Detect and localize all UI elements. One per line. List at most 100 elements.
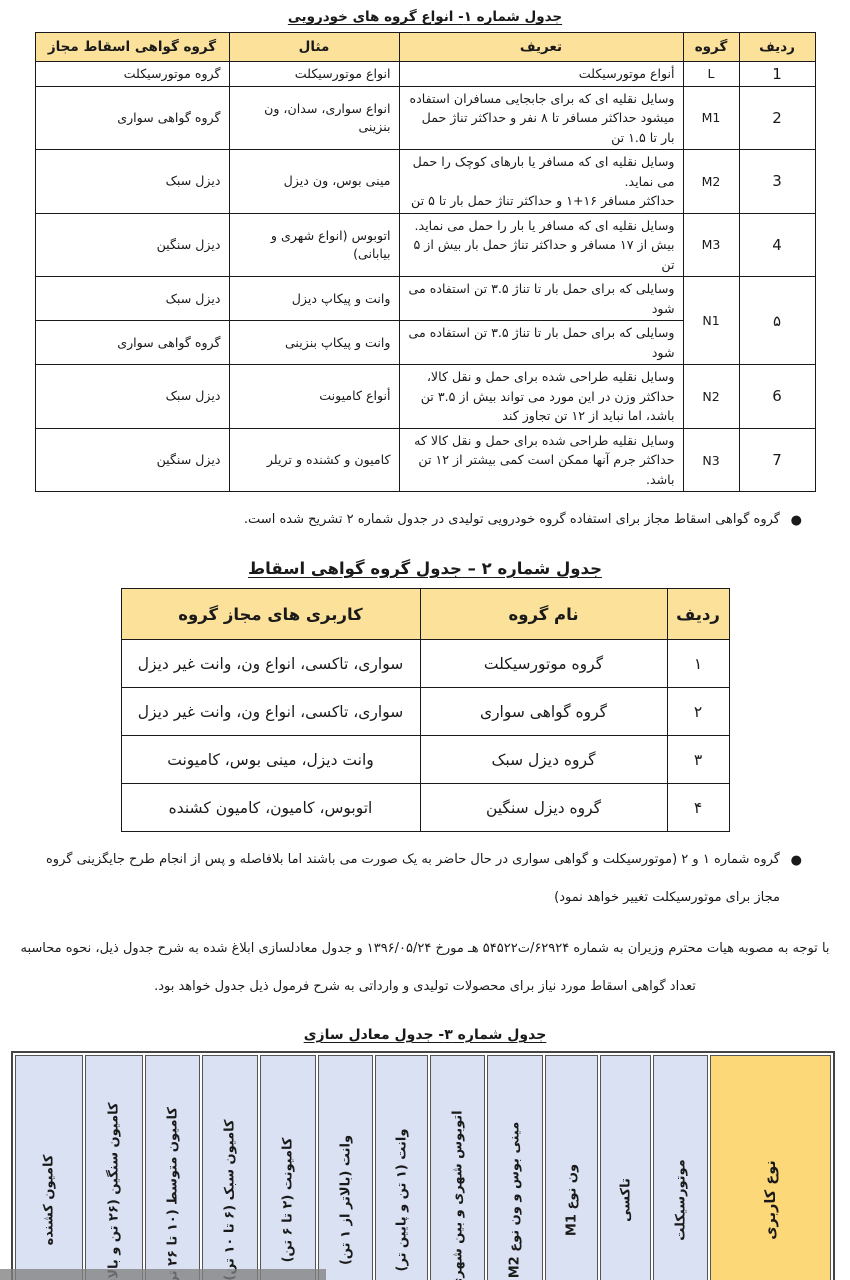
table-row: 1 L أنواع موتورسیکلت انواع موتورسیکلت گر… bbox=[34, 61, 816, 87]
table3-header-row: نوع کاربری موتورسیکلت تاکسی ون نوع M1 می… bbox=[15, 1054, 831, 1280]
decree-paragraph: با توجه به مصوبه هیات محترم وزیران به شم… bbox=[20, 941, 830, 995]
definition-cell: أنواع موتورسیکلت bbox=[398, 61, 684, 87]
definition-cell: وسایل نقلیه ای که مسافر یا بارهای کوچک ر… bbox=[398, 149, 684, 214]
scrap-group-cell: دیزل سبک bbox=[34, 364, 230, 429]
column-motorcycle: موتورسیکلت bbox=[653, 1054, 708, 1280]
group-name-cell: گروه دیزل سبک bbox=[419, 735, 668, 784]
column-bus-urban-intercity: اتوبوس شهری و بین شهری bbox=[430, 1054, 485, 1280]
definition-cell: وسایل نقلیه طراحی شده برای حمل و نقل کال… bbox=[398, 364, 684, 429]
table-row: ۳ گروه دیزل سبک وانت دیزل، مینی بوس، کام… bbox=[120, 735, 730, 784]
row-number: ۲ bbox=[666, 687, 730, 736]
example-cell: وانت و پیکاپ بنزینی bbox=[228, 320, 400, 366]
column-pickup-1ton-under: وانت (۱ تن و پایین تر) bbox=[375, 1054, 428, 1280]
table2-title: جدول شماره ۲ – جدول گروه گواهی اسقاط bbox=[248, 559, 602, 578]
table-row: 6 N2 وسایل نقلیه طراحی شده برای حمل و نق… bbox=[34, 364, 816, 429]
column-taxi: تاکسی bbox=[600, 1054, 651, 1280]
table1-title: جدول شماره ۱- انواع گروه های خودرویی bbox=[287, 9, 563, 25]
allowed-uses-cell: سواری، تاکسی، انواع ون، وانت غیر دیزل bbox=[120, 639, 421, 688]
definition-cell: وسایل نقلیه ای که مسافر یا بار را حمل می… bbox=[398, 212, 684, 278]
row-number: ۴ bbox=[666, 783, 730, 832]
table2-header-group-name: نام گروه bbox=[419, 588, 668, 640]
table1-header-scrap-group: گروه گواهی اسقاط مجاز bbox=[34, 32, 230, 62]
note-text: گروه گواهی اسقاط مجاز برای استفاده گروه … bbox=[243, 512, 780, 528]
group-code: M1 bbox=[682, 85, 740, 151]
table1-header-row: ردیف گروه تعریف مثال گروه گواهی اسقاط مج… bbox=[34, 32, 816, 62]
group-code: N2 bbox=[682, 364, 740, 429]
example-cell: مینی بوس، ون دیزل bbox=[228, 149, 400, 214]
allowed-uses-cell: اتوبوس، کامیون، کامیون کشنده bbox=[120, 783, 421, 832]
example-cell: أنواع کامیونت bbox=[228, 364, 400, 429]
table2-scrap-certificate-groups: ردیف نام گروه کاربری های مجاز گروه ۱ گرو… bbox=[120, 588, 730, 832]
table-row: 2 M1 وسایل نقلیه ای که برای جابجایی مساف… bbox=[34, 85, 816, 151]
row-number: 2 bbox=[738, 85, 816, 151]
group-name-cell: گروه دیزل سنگین bbox=[419, 783, 668, 832]
column-light-truck-6-10: کامیون سبک (۶ تا ۱۰ تن) bbox=[202, 1054, 258, 1280]
row-number: 4 bbox=[738, 212, 816, 278]
table-row: ۵ N1 وسایلی که برای حمل بار تا تناژ ۳.۵ … bbox=[34, 276, 816, 366]
note-text: گروه شماره ۱ و ۲ (موتورسیکلت و گواهی سوا… bbox=[45, 852, 780, 905]
scrap-group-cell: دیزل سنگین bbox=[34, 427, 230, 493]
row-number: ۵ bbox=[738, 276, 816, 366]
table-row: 3 M2 وسایل نقلیه ای که مسافر یا بارهای ک… bbox=[34, 149, 816, 214]
table-row: ۲ گروه گواهی سواری سواری، تاکسی، انواع و… bbox=[120, 687, 730, 736]
table1-header-group: گروه bbox=[682, 32, 740, 62]
table2-header-row-number: ردیف bbox=[666, 588, 730, 640]
column-minibus-van-m2: مینی بوس و ون نوع M2 bbox=[487, 1054, 543, 1280]
example-cell: انواع موتورسیکلت bbox=[228, 61, 400, 87]
table3-title: جدول شماره ۳- جدول معادل سازی bbox=[303, 1026, 547, 1043]
column-small-truck-2-6: کامیونت (۲ تا ۶ تن) bbox=[260, 1054, 316, 1280]
bullet-icon: ● bbox=[790, 853, 802, 868]
table3-usage-type-header: نوع کاربری bbox=[710, 1054, 831, 1280]
table2-header-allowed-uses: کاربری های مجاز گروه bbox=[120, 588, 421, 640]
definition-cell: وسایل نقلیه ای که برای جابجایی مسافران ا… bbox=[398, 85, 684, 151]
scrap-group-cell: دیزل سبک bbox=[34, 149, 230, 214]
row-number: 6 bbox=[738, 364, 816, 429]
definition-cell: وسایلی که برای حمل بار تا تناژ ۳.۵ تن اس… bbox=[398, 276, 684, 322]
table-row: 4 M3 وسایل نقلیه ای که مسافر یا بار را ح… bbox=[34, 212, 816, 278]
group-code: M2 bbox=[682, 149, 740, 214]
allowed-uses-cell: سواری، تاکسی، انواع ون، وانت غیر دیزل bbox=[120, 687, 421, 736]
row-number: 7 bbox=[738, 427, 816, 493]
definition-cell: وسایل نقلیه طراحی شده برای حمل و نقل کال… bbox=[398, 427, 684, 493]
table-row: ۴ گروه دیزل سنگین اتوبوس، کامیون، کامیون… bbox=[120, 783, 730, 832]
row-number: 1 bbox=[738, 61, 816, 87]
table1-header-row-number: ردیف bbox=[738, 32, 816, 62]
row-number: ۱ bbox=[666, 639, 730, 688]
scrap-group-cell: دیزل سبک bbox=[34, 276, 230, 322]
row-number: 3 bbox=[738, 149, 816, 214]
table3-equivalence: نوع کاربری موتورسیکلت تاکسی ون نوع M1 می… bbox=[11, 1050, 835, 1280]
table2-header-row: ردیف نام گروه کاربری های مجاز گروه bbox=[120, 588, 730, 640]
group-name-cell: گروه گواهی سواری bbox=[419, 687, 668, 736]
group-name-cell: گروه موتورسیکلت bbox=[419, 639, 668, 688]
scrap-group-cell: گروه موتورسیکلت bbox=[34, 61, 230, 87]
scrap-group-cell: دیزل سنگین bbox=[34, 212, 230, 278]
column-heavy-truck-26-up: کامیون سنگین (۲۶ تن و بالاتر) bbox=[85, 1054, 143, 1280]
column-medium-truck-10-26: کامیون متوسط (۱۰ تا ۲۶ تن) bbox=[145, 1054, 200, 1280]
table3-container: نوع کاربری موتورسیکلت تاکسی ون نوع M1 می… bbox=[0, 1050, 835, 1280]
column-tractor-truck: کامیون کشنده bbox=[15, 1054, 83, 1280]
table1-header-example: مثال bbox=[228, 32, 400, 62]
allowed-uses-cell: وانت دیزل، مینی بوس، کامیونت bbox=[120, 735, 421, 784]
example-cell: وانت و پیکاپ دیزل bbox=[228, 276, 400, 322]
example-cell: اتوبوس (انواع شهری و بیابانی) bbox=[228, 212, 400, 278]
row-number: ۳ bbox=[666, 735, 730, 784]
example-cell: انواع سواری، سدان، ون بنزینی bbox=[228, 85, 400, 151]
bullet-icon: ● bbox=[790, 513, 802, 529]
scrap-group-cell: گروه گواهی سواری bbox=[34, 320, 230, 366]
group-code: N1 bbox=[682, 276, 740, 366]
scrap-group-cell: گروه گواهی سواری bbox=[34, 85, 230, 151]
group-code: N3 bbox=[682, 427, 740, 493]
table-row: وسایلی که برای حمل بار تا تناژ ۳.۵ تن اس… bbox=[34, 320, 815, 366]
table1-vehicle-groups: ردیف گروه تعریف مثال گروه گواهی اسقاط مج… bbox=[34, 32, 816, 493]
table-row: 7 N3 وسایل نقلیه طراحی شده برای حمل و نق… bbox=[34, 427, 816, 493]
group-code: M3 bbox=[682, 212, 740, 278]
note-scrap-group: ● گروه گواهی اسقاط مجاز برای استفاده گرو… bbox=[30, 501, 802, 539]
table-row: ۱ گروه موتورسیکلت سواری، تاکسی، انواع ون… bbox=[120, 639, 730, 688]
table1-header-definition: تعریف bbox=[398, 32, 684, 62]
column-pickup-over-1ton: وانت (بالاتر از ۱ تن) bbox=[318, 1054, 373, 1280]
definition-cell: وسایلی که برای حمل بار تا تناژ ۳.۵ تن اس… bbox=[398, 320, 684, 366]
column-van-m1: ون نوع M1 bbox=[545, 1054, 598, 1280]
group-code: L bbox=[682, 61, 740, 87]
note-group-1-2: ● گروه شماره ۱ و ۲ (موتورسیکلت و گواهی س… bbox=[30, 841, 802, 916]
